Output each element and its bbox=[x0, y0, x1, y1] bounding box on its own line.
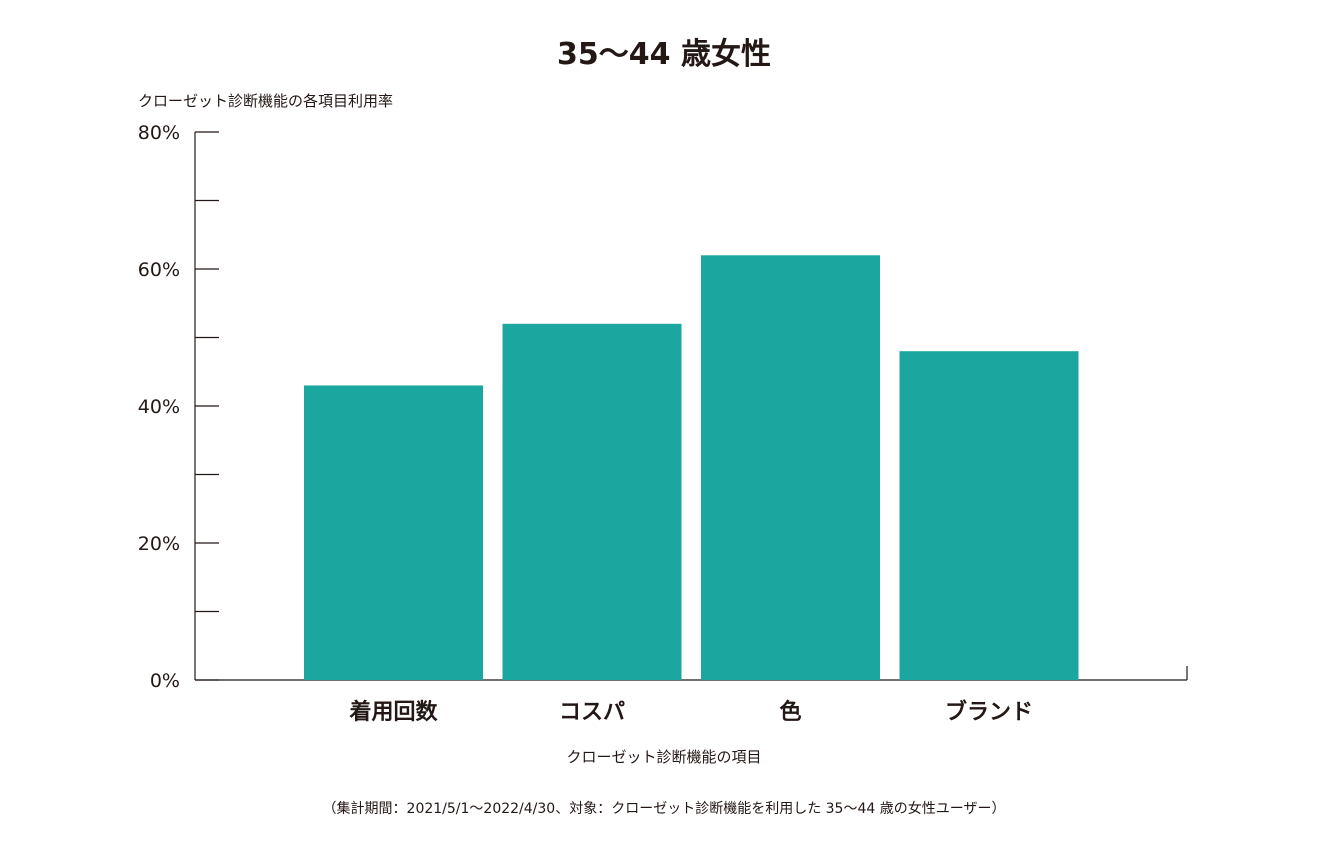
y-tick-label: 40% bbox=[138, 396, 180, 418]
x-axis-label: クローゼット診断機能の項目 bbox=[566, 748, 761, 766]
bar bbox=[701, 255, 880, 681]
y-tick-label: 80% bbox=[138, 122, 180, 144]
x-tick-label: 着用回数 bbox=[348, 699, 438, 725]
footnote: （集計期間：2021/5/1〜2022/4/30、対象：クローゼット診断機能を利… bbox=[323, 800, 1006, 817]
bar bbox=[304, 385, 483, 680]
y-tick-label: 0% bbox=[150, 670, 180, 692]
x-tick-label: ブランド bbox=[945, 699, 1033, 725]
y-ticks: 0% 20% 40% 60% 80% bbox=[138, 122, 219, 692]
x-tick-label: コスパ bbox=[559, 700, 625, 725]
x-tick-label: 色 bbox=[779, 699, 801, 725]
bar bbox=[899, 351, 1079, 680]
y-tick-label: 20% bbox=[138, 533, 180, 555]
bar bbox=[502, 323, 682, 680]
x-tick-labels: 着用回数 コスパ 色 ブランド bbox=[348, 699, 1033, 725]
y-axis-label: クローゼット診断機能の各項目利用率 bbox=[138, 92, 393, 110]
chart-title: 35〜44 歳女性 bbox=[557, 37, 771, 72]
y-tick-label: 60% bbox=[138, 259, 180, 281]
bars bbox=[304, 255, 1079, 681]
